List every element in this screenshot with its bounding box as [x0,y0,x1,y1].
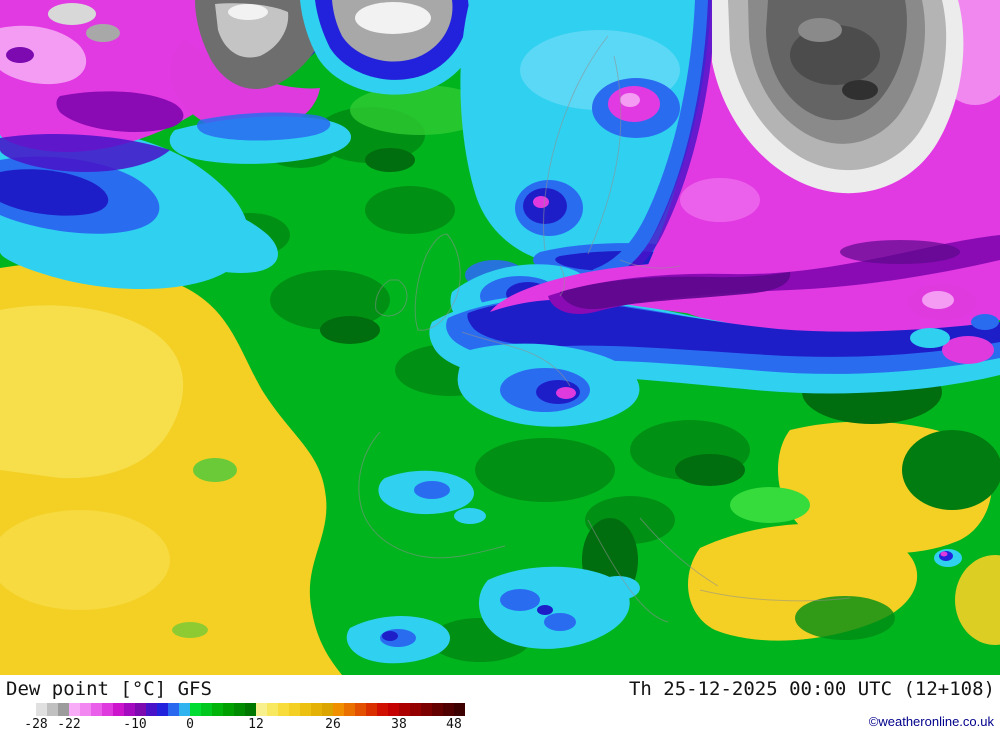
legend-color-step [80,703,91,716]
map-cold-band [429,227,1000,394]
legend-color-step [124,703,135,716]
legend-color-step [201,703,212,716]
legend-color-step [421,703,432,716]
legend-color-step [179,703,190,716]
map-iberia-patches [378,470,486,524]
legend-color-step [245,703,256,716]
legend-tick-label: 38 [391,717,407,732]
legend-color-step [36,703,47,716]
legend-color-step [410,703,421,716]
legend-color-step [322,703,333,716]
legend-color-step [256,703,267,716]
weather-map-image [0,0,1000,675]
legend-tick-label: 12 [248,717,264,732]
legend-color-step [102,703,113,716]
legend-tick-label: -10 [123,717,147,732]
legend-color-step [69,703,80,716]
legend-color-step [267,703,278,716]
legend-color-step [443,703,454,716]
map-black-sea-flecks [908,284,999,364]
map-alps-pocket [457,343,640,427]
legend-color-step [311,703,322,716]
map-coastlines [358,35,851,623]
legend-tick-label: -22 [57,717,81,732]
legend-color-step [333,703,344,716]
legend-color-step [366,703,377,716]
legend-colorbar [25,703,465,716]
copyright-link[interactable]: ©weatheronline.co.uk [868,714,994,729]
legend-color-step [300,703,311,716]
map-iceland [300,0,482,95]
legend-color-step [25,703,36,716]
legend-color-step [223,703,234,716]
legend-color-step [454,703,465,716]
map-mediterranean-patches [346,549,962,664]
legend-tick-label: 0 [186,717,194,732]
legend-color-step [432,703,443,716]
legend-color-step [157,703,168,716]
legend-tick-label: -28 [24,717,48,732]
legend-color-step [146,703,157,716]
map-title: Dew point [°C] GFS [6,678,212,700]
legend-tick-label: 48 [446,717,462,732]
map-southeast-yellow [688,360,1000,645]
legend-color-step [212,703,223,716]
map-timestamp: Th 25-12-2025 00:00 UTC (12+108) [628,678,995,700]
legend-color-step [234,703,245,716]
legend-color-step [190,703,201,716]
legend-color-step [388,703,399,716]
map-southwest-yellow [0,262,342,675]
legend-color-step [58,703,69,716]
legend-color-step [355,703,366,716]
legend-color-step [47,703,58,716]
legend-tick-label: 26 [325,717,341,732]
legend-color-step [289,703,300,716]
legend-color-step [168,703,179,716]
map-northwest-cold [0,0,278,290]
map-arctic-gray-blob [712,0,964,194]
legend-color-step [377,703,388,716]
legend-color-step [113,703,124,716]
legend-color-step [135,703,146,716]
legend-color-step [278,703,289,716]
legend-color-step [344,703,355,716]
legend-color-step [399,703,410,716]
legend-color-step [91,703,102,716]
legend-ticks: -28 -22 -10 0 12 26 38 48 [24,717,465,732]
dew-point-map [0,0,1000,675]
map-greenland [169,0,352,164]
